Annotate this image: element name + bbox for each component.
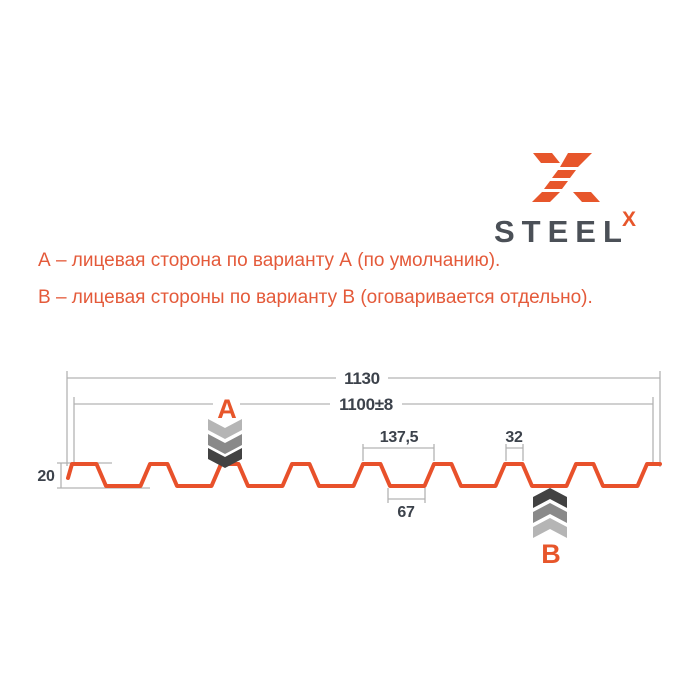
profile-sheet-outline bbox=[66, 462, 662, 488]
dim-valley-value: 67 bbox=[397, 504, 415, 521]
note-variant-b: В – лицевая стороны по варианту В (огова… bbox=[38, 287, 593, 308]
dim-useful-width: 1100±8 bbox=[73, 394, 654, 464]
dim-rib-pitch: 137,5 bbox=[362, 429, 435, 461]
chevron-down-icon bbox=[208, 419, 242, 439]
dim-overall-width-value: 1130 bbox=[344, 369, 380, 388]
dim-useful-label-bg bbox=[330, 394, 402, 414]
dim-rib-pitch-value: 137,5 bbox=[380, 429, 419, 446]
chevron-down-icon bbox=[208, 448, 242, 468]
logo-s-lower bbox=[544, 181, 568, 189]
dim-overall-label-bg bbox=[336, 368, 388, 388]
logo-arm-bottom-left bbox=[532, 192, 560, 202]
dim-overall-width: 1130 bbox=[66, 368, 661, 467]
chevron-up-icon bbox=[533, 518, 567, 538]
chevron-up-icon bbox=[533, 503, 567, 523]
logo-arm-bottom-right bbox=[573, 192, 600, 202]
chevron-up-icon bbox=[533, 488, 567, 508]
dim-profile-height-value: 20 bbox=[37, 468, 55, 485]
chevron-down-icon bbox=[208, 434, 242, 454]
marker-a-label-bg bbox=[213, 393, 240, 418]
brand-steel-text: STEEL bbox=[494, 214, 629, 249]
dim-rib-top: 32 bbox=[505, 429, 524, 461]
brand-x-superscript: X bbox=[622, 208, 637, 231]
dim-useful-width-value: 1100±8 bbox=[339, 395, 393, 414]
dim-valley: 67 bbox=[387, 488, 426, 521]
logo-arm-top-right bbox=[560, 153, 592, 167]
marker-side-a: А bbox=[208, 393, 242, 468]
marker-a-label: А bbox=[217, 394, 237, 424]
logo-s-upper bbox=[552, 170, 576, 178]
marker-side-b: В bbox=[533, 488, 567, 569]
note-variant-a: А – лицевая сторона по варианту А (по ум… bbox=[38, 250, 501, 271]
logo-arm-top-left bbox=[533, 153, 560, 163]
brand-wordmark: STEEL X bbox=[494, 208, 664, 254]
steelx-logo-icon bbox=[532, 153, 600, 202]
dim-rib-top-value: 32 bbox=[505, 429, 523, 446]
marker-b-label: В bbox=[541, 539, 561, 569]
